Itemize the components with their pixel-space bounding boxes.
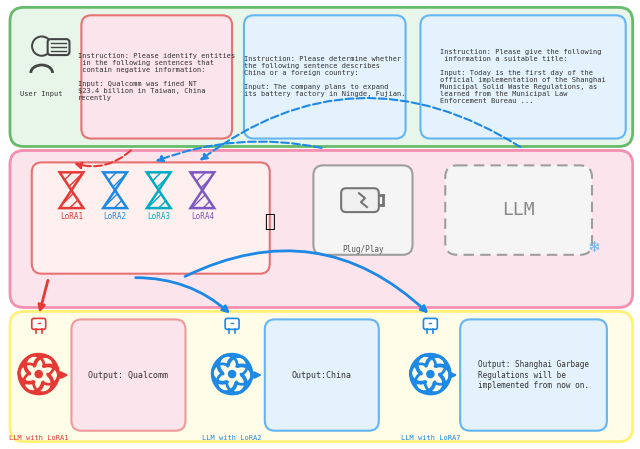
Text: Instruction: Please identify entities
 in the following sentences that
 contain : Instruction: Please identify entities in… <box>78 53 236 101</box>
FancyBboxPatch shape <box>81 15 232 139</box>
Text: User Input: User Input <box>20 91 63 97</box>
Text: LLM with LoRA7: LLM with LoRA7 <box>401 435 460 440</box>
Circle shape <box>427 370 434 378</box>
FancyBboxPatch shape <box>341 188 379 212</box>
FancyBboxPatch shape <box>10 312 633 442</box>
Text: Instruction: Please give the following
 information a suitable title:

Input: To: Instruction: Please give the following i… <box>440 49 605 105</box>
Text: LoRA4: LoRA4 <box>191 212 214 221</box>
Text: LoRA1: LoRA1 <box>60 212 83 221</box>
FancyBboxPatch shape <box>32 163 269 274</box>
FancyBboxPatch shape <box>460 319 607 431</box>
FancyBboxPatch shape <box>72 319 186 431</box>
FancyBboxPatch shape <box>10 150 633 308</box>
Text: LoRA2: LoRA2 <box>104 212 127 221</box>
FancyBboxPatch shape <box>32 318 45 330</box>
Text: Output: Qualcomm: Output: Qualcomm <box>88 370 168 379</box>
Text: LLM with LoRA2: LLM with LoRA2 <box>202 435 262 440</box>
Circle shape <box>35 370 42 378</box>
FancyBboxPatch shape <box>314 165 413 255</box>
Text: 🔥: 🔥 <box>264 213 275 231</box>
Text: Output: Shanghai Garbage
Regulations will be
implemented from now on.: Output: Shanghai Garbage Regulations wil… <box>478 360 589 390</box>
Circle shape <box>34 38 50 54</box>
FancyBboxPatch shape <box>47 39 70 55</box>
Text: Instruction: Please determine whether
the following sentence describes
China or : Instruction: Please determine whether th… <box>244 57 405 97</box>
FancyBboxPatch shape <box>10 7 633 146</box>
FancyBboxPatch shape <box>244 15 406 139</box>
FancyBboxPatch shape <box>265 319 379 431</box>
Text: Output:China: Output:China <box>291 370 351 379</box>
FancyBboxPatch shape <box>225 318 239 330</box>
FancyBboxPatch shape <box>424 318 437 330</box>
Circle shape <box>32 36 52 56</box>
Text: LoRA3: LoRA3 <box>147 212 170 221</box>
FancyBboxPatch shape <box>445 165 592 255</box>
Text: LLM with LoRA1: LLM with LoRA1 <box>9 435 68 440</box>
FancyBboxPatch shape <box>420 15 626 139</box>
Text: LLM: LLM <box>502 201 535 219</box>
Text: ❄: ❄ <box>588 240 600 255</box>
Text: Plug/Play: Plug/Play <box>342 245 384 254</box>
Circle shape <box>228 370 236 378</box>
